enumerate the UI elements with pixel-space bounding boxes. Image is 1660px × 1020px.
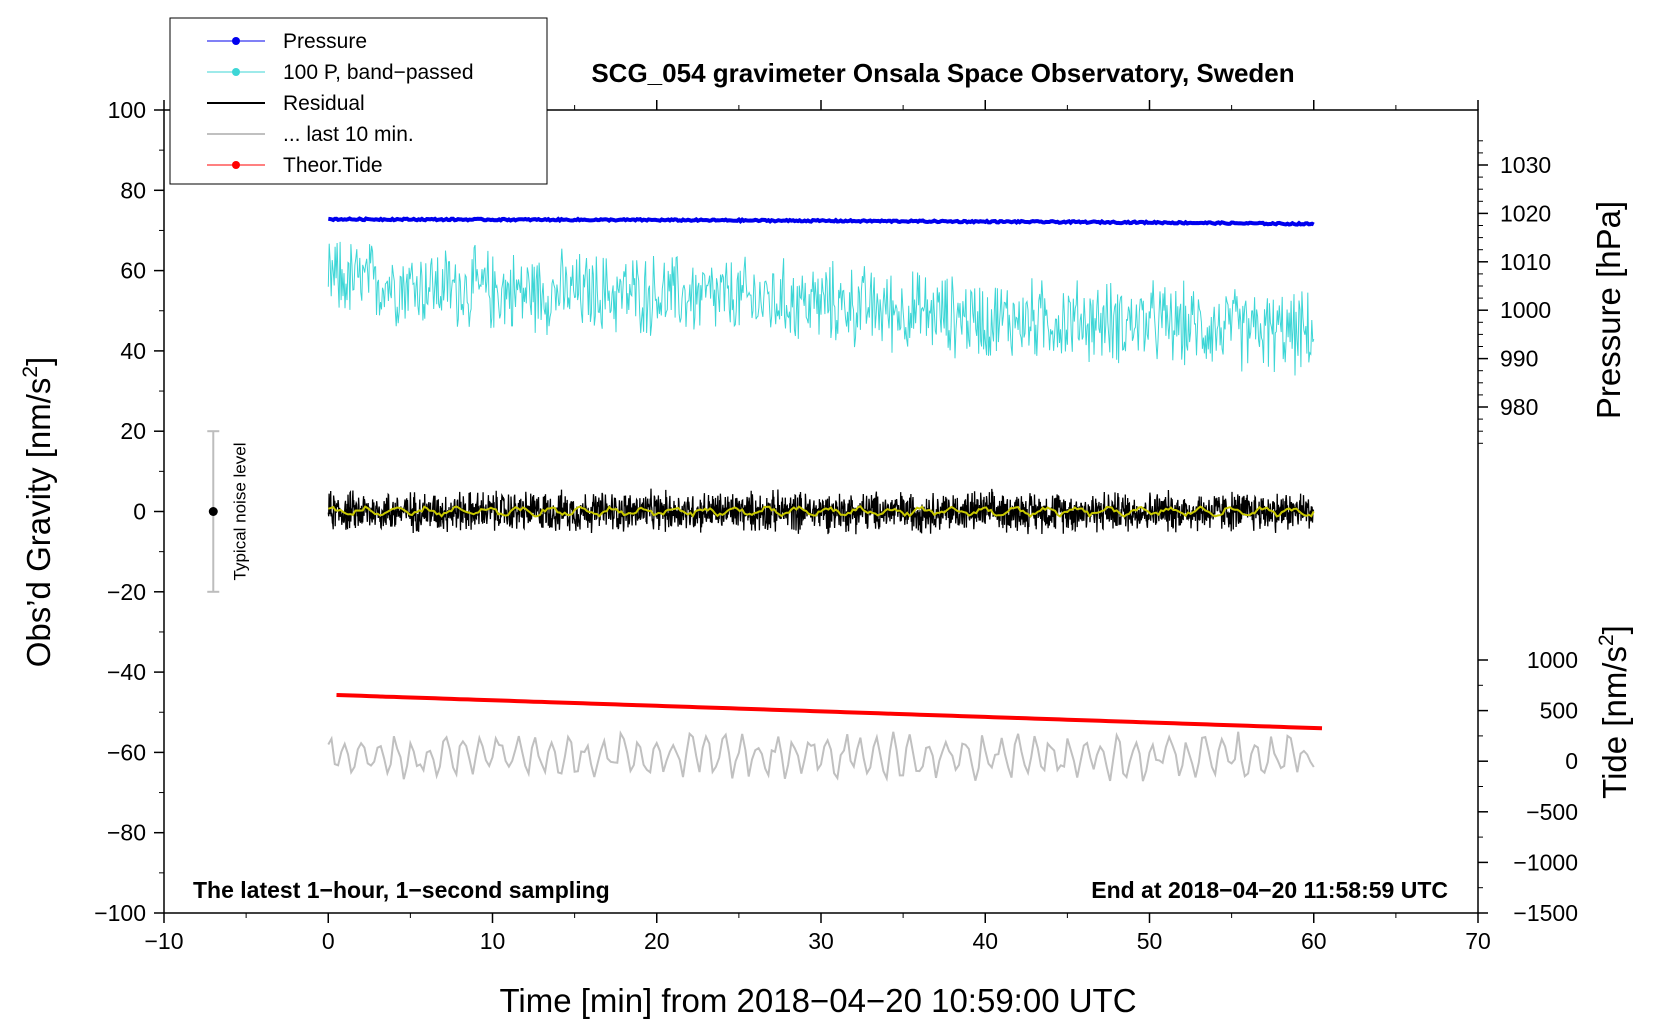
series-last-10-min [327, 730, 1315, 782]
x-tick-label: 0 [322, 928, 335, 954]
x-tick-label: 40 [972, 928, 998, 954]
series-band-passed [327, 241, 1315, 376]
y-axis-title-left-end: ] [20, 357, 57, 366]
y-tick-label: −40 [107, 659, 146, 685]
tide-tick-label: −1500 [1513, 900, 1578, 926]
note-bottom-left: The latest 1−hour, 1−second sampling [193, 877, 610, 903]
x-tick-label: 60 [1301, 928, 1327, 954]
y-tick-label: −20 [107, 579, 146, 605]
y-axis-title-left: Obs’d Gravity [nm/s2] [19, 357, 57, 668]
legend-label-theor-tide: Theor.Tide [283, 154, 383, 177]
legend-item-last-10-min: ... last 10 min. [207, 123, 414, 146]
legend-item-pressure: Pressure [207, 30, 367, 53]
legend-item-residual: Residual [207, 92, 365, 115]
tide-tick-label: −500 [1526, 799, 1578, 825]
y-tick-label: 40 [120, 338, 146, 364]
legend-box [169, 17, 548, 185]
x-tick-label: −10 [144, 928, 183, 954]
y-axis-title-left-main: Obs’d Gravity [nm/s [20, 378, 57, 668]
series-layer [327, 216, 1323, 782]
legend-marker-band-passed [232, 68, 240, 76]
x-tick-label: 30 [808, 928, 834, 954]
y-tick-label: 0 [133, 499, 146, 525]
x-tick-label: 70 [1465, 928, 1491, 954]
legend-item-band-passed: 100 P, band−passed [207, 61, 474, 84]
noise-level-label: Typical noise level [230, 443, 249, 581]
y-tick-label: −60 [107, 739, 146, 765]
y-tick-label: 100 [108, 97, 146, 123]
tide-tick-label: 500 [1540, 698, 1578, 724]
x-tick-label: 50 [1137, 928, 1163, 954]
pressure-tick-label: 1010 [1500, 249, 1551, 275]
pressure-tick-label: 990 [1500, 346, 1538, 372]
series-residual-smoothed [328, 505, 1315, 518]
legend-label-residual: Residual [283, 92, 365, 115]
y-axis-title-tide-end: ] [1596, 625, 1633, 634]
y-tick-label: 60 [120, 258, 146, 284]
x-tick-label: 20 [644, 928, 670, 954]
tide-tick-label: 0 [1565, 748, 1578, 774]
x-tick-label: 10 [480, 928, 506, 954]
y-axis-title-tide: Tide [nm/s2] [1595, 625, 1633, 799]
y-axis-title-tide-sup: 2 [1595, 634, 1618, 646]
y-tick-label: −100 [94, 900, 146, 926]
series-pressure [328, 216, 1315, 227]
y-tick-label: 20 [120, 418, 146, 444]
noise-level-indicator: Typical noise level [207, 430, 249, 593]
legend-label-last-10-min: ... last 10 min. [283, 123, 414, 146]
series-theor-tide [336, 693, 1323, 731]
x-axis-title: Time [min] from 2018−04−20 10:59:00 UTC [499, 982, 1136, 1019]
tide-tick-label: 1000 [1527, 647, 1578, 673]
pressure-tick-label: 1000 [1500, 297, 1551, 323]
legend-marker-pressure [232, 37, 240, 45]
legend: Pressure 100 P, band−passed Residual ...… [169, 17, 548, 185]
pressure-tick-label: 1020 [1500, 200, 1551, 226]
chart-title: SCG_054 gravimeter Onsala Space Observat… [591, 58, 1294, 88]
y-axis-title-left-sup: 2 [19, 366, 42, 378]
y-axis-title-tide-main: Tide [nm/s [1596, 646, 1633, 799]
y-tick-label: −80 [107, 820, 146, 846]
noise-bar-center-dot [208, 507, 218, 516]
axis-layer: −10 0 10 20 30 40 50 60 70−100−80−60−40−20020406… [94, 97, 1578, 954]
y-axis-title-pressure: Pressure [hPa] [1590, 201, 1627, 419]
y-tick-label: 80 [120, 177, 146, 203]
tide-tick-label: −1000 [1513, 849, 1578, 875]
pressure-tick-label: 980 [1500, 394, 1538, 420]
note-bottom-right: End at 2018−04−20 11:58:59 UTC [1091, 877, 1448, 903]
pressure-tick-label: 1030 [1500, 152, 1551, 178]
legend-marker-theor-tide [232, 161, 240, 169]
legend-item-theor-tide: Theor.Tide [207, 154, 383, 177]
legend-label-pressure: Pressure [283, 30, 367, 53]
legend-label-band-passed: 100 P, band−passed [283, 61, 474, 84]
